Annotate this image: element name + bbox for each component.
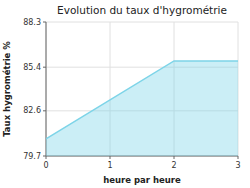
tick-label-y: 79.7 (23, 152, 41, 161)
grid (46, 22, 238, 156)
tick-label-y: 88.3 (23, 18, 41, 27)
line (46, 61, 238, 139)
y-label: Taux hygrométrie % (2, 41, 12, 137)
data (46, 61, 238, 156)
axis-y (46, 22, 47, 156)
x-label: heure par heure (103, 175, 181, 185)
tick-label-x: 2 (171, 161, 176, 170)
grid-line-y (46, 22, 238, 23)
axes: 79.7 82.6 85.4 88.3 0 1 2 3 (23, 18, 240, 171)
area (46, 61, 238, 156)
tick-label-x: 3 (235, 161, 240, 170)
tick-label-x: 1 (107, 161, 112, 170)
chart: 79.7 82.6 85.4 88.3 0 1 2 3 Evolution du taux d'… (0, 0, 250, 188)
title: Evolution du taux d'hygrométrie (57, 4, 227, 16)
grid-line-x (46, 22, 47, 156)
tick-label-y: 85.4 (23, 63, 41, 72)
tick-label-y: 82.6 (23, 106, 41, 115)
tick-label-x: 0 (43, 161, 48, 170)
